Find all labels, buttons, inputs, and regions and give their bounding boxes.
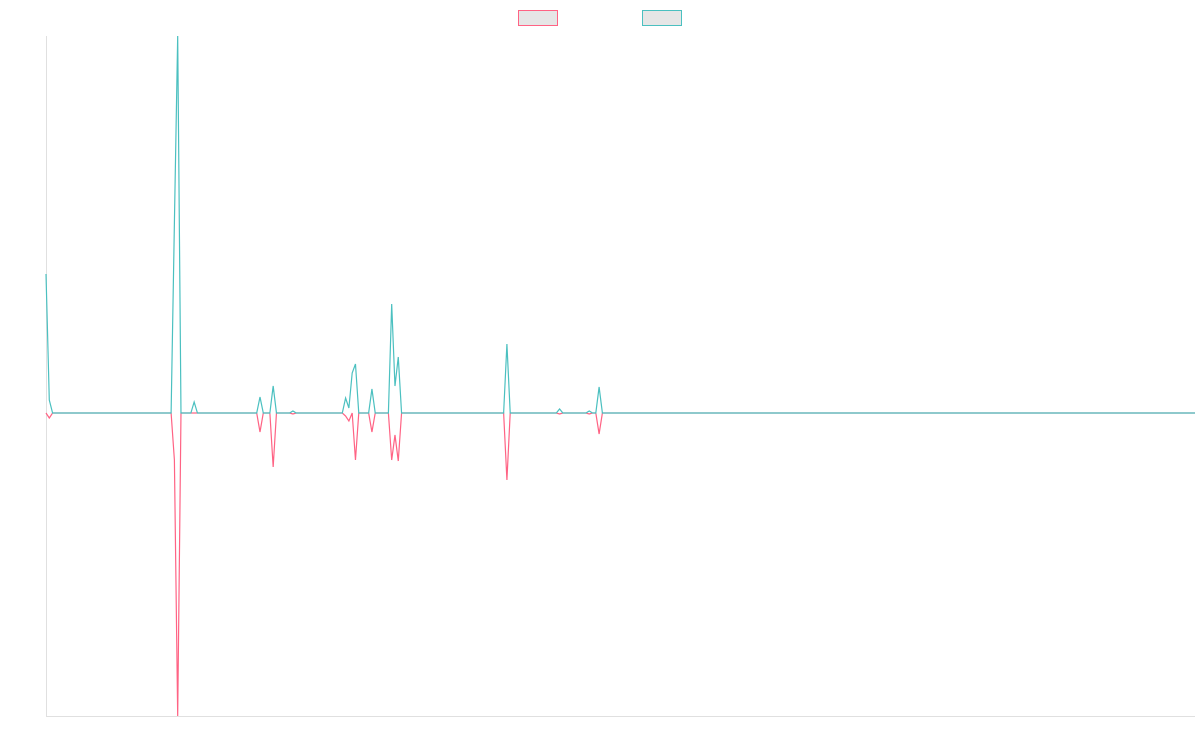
data-line	[45, 412, 1195, 717]
legend-swatch	[518, 10, 558, 26]
legend-swatch	[642, 10, 682, 26]
data-line	[45, 35, 1195, 414]
